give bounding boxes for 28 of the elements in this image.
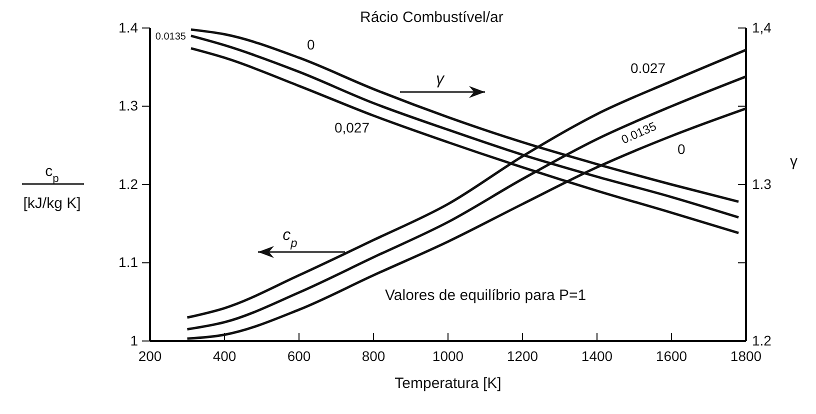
y2-tick-label: 1.3: [752, 176, 772, 192]
x-tick-label: 400: [212, 348, 236, 364]
y-tick-label: 1.2: [118, 176, 138, 192]
x-tick-label: 200: [138, 348, 162, 364]
x-tick-label: 1200: [506, 348, 538, 364]
series-label: 0.0135: [155, 31, 186, 42]
x-tick-label: 1400: [581, 348, 613, 364]
x-tick-label: 1000: [432, 348, 464, 364]
y2-tick-label: 1.2: [752, 332, 772, 348]
annotation: Valores de equilíbrio para P=1: [385, 287, 586, 304]
x-tick-label: 600: [287, 348, 311, 364]
y-tick-label: 1.4: [118, 19, 138, 36]
y2-tick-label: 1,4: [752, 19, 772, 36]
x-tick-label: 1600: [656, 348, 688, 364]
y2-axis-title: γ: [790, 153, 798, 170]
series-label: 0,027: [334, 120, 370, 136]
y-tick-label: 1.1: [118, 254, 138, 270]
y-tick-label: 1: [130, 332, 138, 348]
annotation: c$_{p}$: [282, 227, 298, 250]
text: Rácio Combustível/ar: [360, 9, 504, 26]
y-tick-label: 1.3: [118, 98, 138, 114]
x-axis-title: Temperatura [K]: [394, 375, 502, 392]
series-label: 0: [307, 36, 315, 53]
series-label: 0.027: [630, 60, 666, 76]
series-label: 0: [678, 140, 686, 157]
x-tick-label: 800: [362, 348, 386, 364]
annotation: γ: [436, 71, 445, 88]
x-tick-label: 1800: [730, 348, 762, 364]
